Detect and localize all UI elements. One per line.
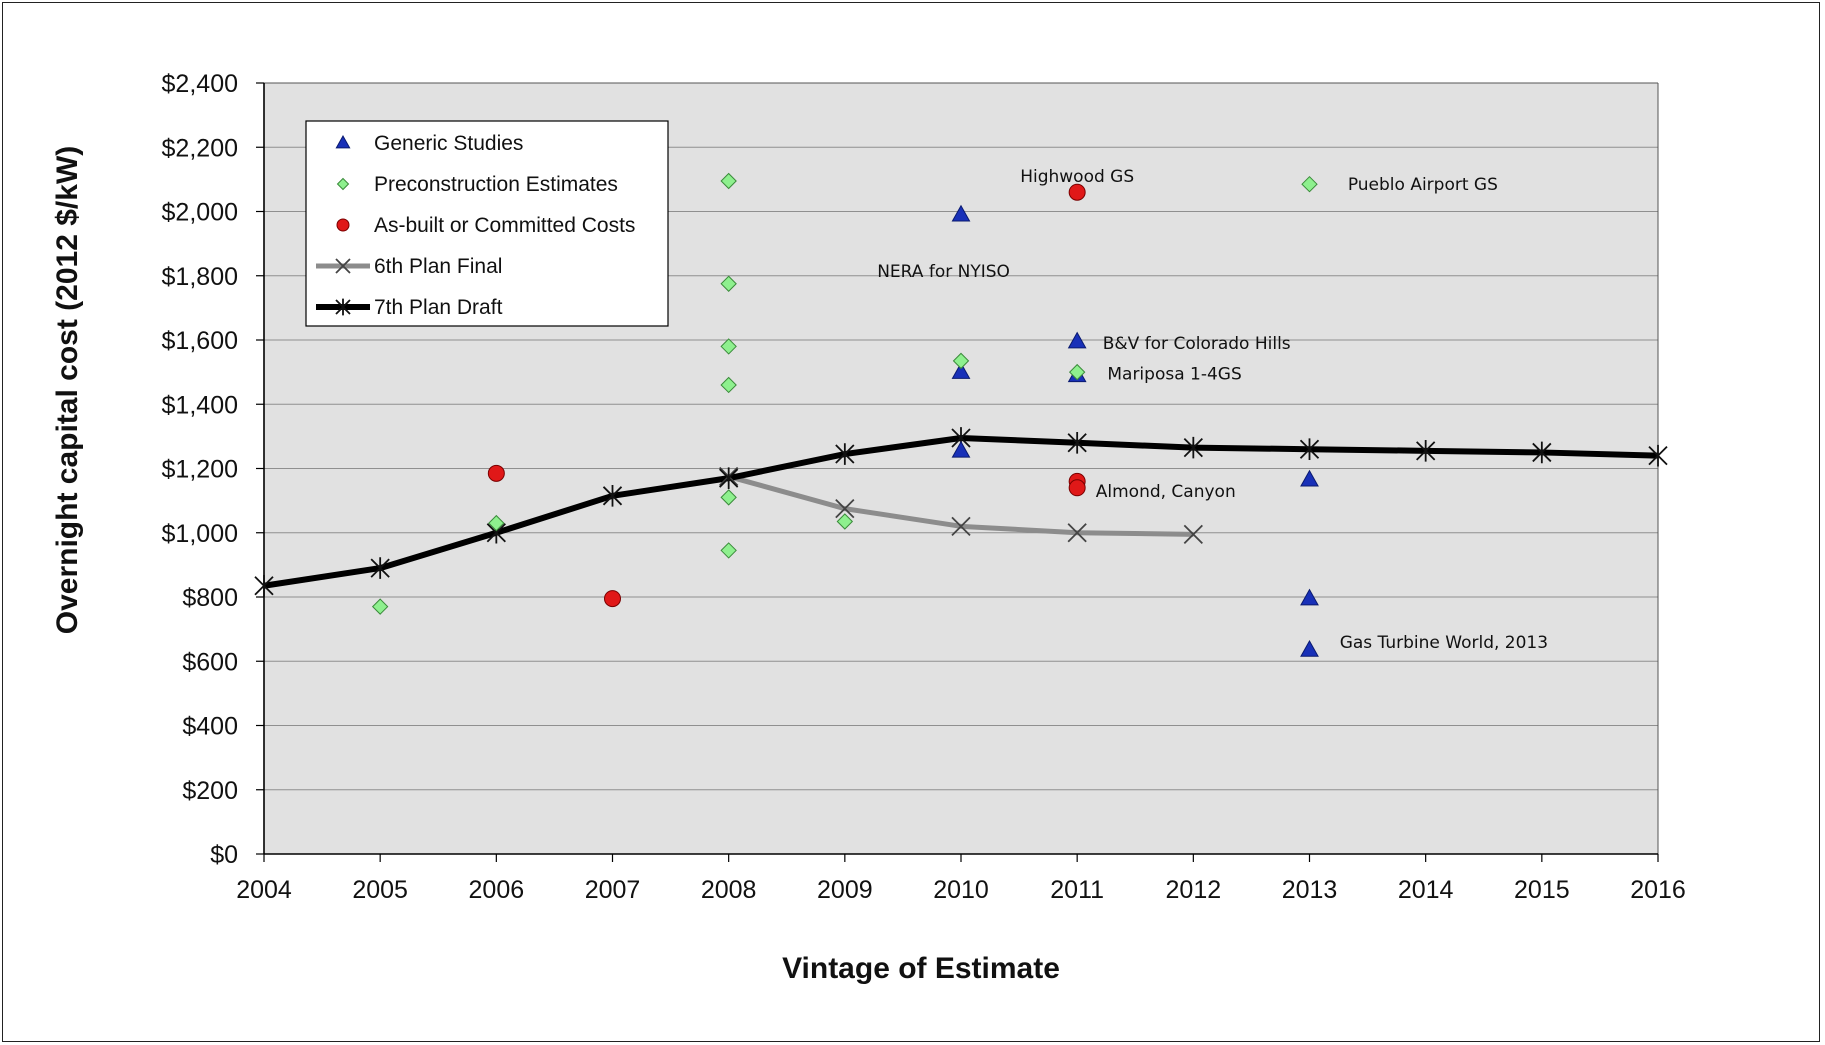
as-built-or-committed-costs-point [1068,183,1086,201]
x-tick-label: 2016 [1630,876,1686,904]
x-tick-label: 2012 [1166,876,1222,904]
6th-plan-final-point [835,499,855,519]
annotation-label: NERA for NYISO [877,262,1010,282]
generic-studies-point [1300,639,1319,657]
legend-label: As-built or Committed Costs [374,214,635,237]
y-tick-label: $2,200 [162,134,238,162]
preconstruction-estimates-point [720,172,737,190]
x-tick-label: 2009 [817,876,873,904]
as-built-or-committed-costs-point [1068,479,1086,497]
legend-label: 6th Plan Final [374,255,502,278]
annotations: Highwood GS Pueblo Airport GS NERA for NYI… [877,167,1548,653]
x-axis-ticks: 2004 2005 2006 2007 2008 2009 2010 2011 2012 2013… [236,854,1686,904]
annotation-label: Mariposa 1-4GS [1107,365,1241,385]
as-built-or-committed-costs-point [604,590,621,608]
legend-marker [335,134,351,149]
x-axis-title: Vintage of Estimate [782,952,1060,985]
preconstruction-estimates-point [952,352,970,370]
annotation-label: Gas Turbine World, 2013 [1340,633,1548,653]
preconstruction-estimates-point [371,598,389,615]
as-built-or-committed-costs-point [487,464,505,482]
preconstruction-estimates-point [836,513,854,530]
generic-studies-point [951,362,971,379]
legend-label: Generic Studies [374,132,523,155]
legend-marker [335,258,351,274]
7th-plan-draft-point [254,574,274,597]
x-tick-label: 2004 [236,876,292,904]
preconstruction-estimates-point [1068,363,1086,381]
7th-plan-draft-point [602,485,623,507]
7th-plan-draft-point [719,467,739,489]
x-tick-label: 2015 [1514,876,1570,904]
generic-studies-point [1067,331,1087,349]
preconstruction-estimates-point [720,489,737,506]
legend: Generic Studies Preconstruction Estimates… [305,120,669,327]
7th-plan-draft-point [835,443,855,465]
x-tick-label: 2013 [1282,876,1338,904]
y-tick-label: $1,000 [162,520,238,548]
y-tick-label: $600 [182,648,238,676]
legend-marker [336,177,350,191]
annotation-label: Almond, Canyon [1096,482,1236,502]
6th-plan-final-point [1067,523,1087,543]
generic-studies-point [951,204,971,222]
6th-plan-final-point [951,516,971,536]
preconstruction-estimates-point [720,376,737,394]
y-tick-label: $1,400 [162,391,238,419]
y-tick-label: $2,000 [162,199,238,227]
generic-studies-point [951,440,971,458]
x-tick-label: 2005 [352,876,408,904]
y-tick-label: $2,400 [162,70,238,98]
annotation-label: Highwood GS [1020,167,1134,187]
7th-plan-draft-point [370,557,390,579]
preconstruction-estimates-point [720,542,737,559]
x-tick-label: 2008 [701,876,757,904]
6th-plan-final-point [1183,524,1203,544]
generic-studies-point [1300,588,1319,606]
series-markers [254,172,1668,657]
y-tick-label: $200 [182,777,238,805]
7th-plan-draft-point [1067,432,1087,454]
y-tick-label: $1,600 [162,327,238,355]
y-axis-title: Overnight capital cost (2012 $/kW) [51,146,84,634]
y-tick-label: $1,200 [162,456,238,484]
x-tick-label: 2014 [1398,876,1454,904]
legend-label: Preconstruction Estimates [374,173,618,196]
legend-box [305,120,669,327]
7th-plan-draft-point [1416,440,1436,462]
y-tick-label: $1,800 [162,263,238,291]
7th-plan-draft-point [1183,436,1203,459]
y-tick-label: $800 [182,584,238,612]
preconstruction-estimates-point [720,275,737,292]
annotation-label: B&V for Colorado Hills [1103,334,1291,354]
x-tick-label: 2010 [933,876,989,904]
legend-label: 7th Plan Draft [374,296,503,319]
y-tick-label: $0 [210,841,238,869]
legend-marker [335,298,351,316]
7th-plan-draft-point [1648,444,1668,467]
preconstruction-estimates-point [1301,175,1318,193]
preconstruction-estimates-point [488,514,505,532]
annotation-label: Pueblo Airport GS [1348,175,1498,195]
preconstruction-estimates-point [720,338,737,355]
x-tick-label: 2006 [469,876,525,904]
y-axis-ticks: $0 $200 $400 $600 $800 $1,000 $1,200 $1,400 $1,6… [162,70,264,869]
x-tick-label: 2011 [1050,876,1104,904]
generic-studies-point [1300,469,1319,487]
7th-plan-draft-point [1299,438,1320,461]
7th-plan-draft-point [1532,441,1552,464]
legend-marker [336,218,350,232]
y-tick-label: $400 [182,713,238,741]
x-tick-label: 2007 [585,876,641,904]
